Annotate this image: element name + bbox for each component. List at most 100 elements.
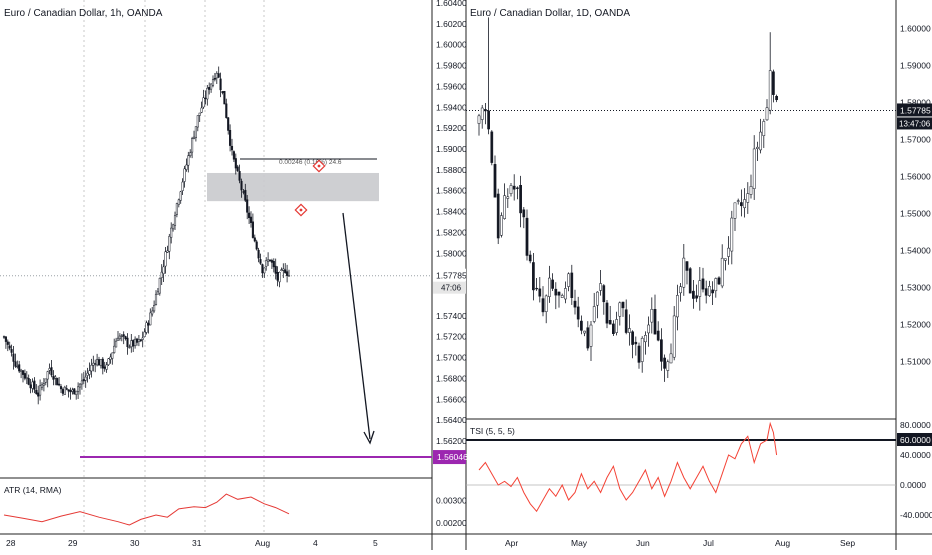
candle-body — [120, 335, 123, 337]
candle-body — [267, 259, 270, 262]
daily-candle-body — [624, 309, 628, 333]
right-time-tick: Apr — [505, 538, 518, 548]
daily-candle-body — [644, 335, 647, 343]
right-price-tick: 1.51000 — [900, 357, 931, 367]
candle-body — [99, 359, 102, 366]
left-price-tick: 1.59600 — [436, 81, 467, 91]
daily-candle-body — [589, 324, 593, 347]
candle-body — [82, 379, 85, 382]
candle-body — [255, 241, 258, 250]
candle-body — [230, 145, 234, 151]
daily-candle-body — [756, 146, 759, 149]
target-price-label: 1.56046 — [437, 452, 468, 462]
candle-body — [156, 291, 159, 295]
right-time-tick: May — [571, 538, 588, 548]
candle-body — [219, 78, 222, 91]
left-time-tick: 29 — [68, 538, 78, 548]
candle-body — [143, 331, 146, 337]
daily-candle-body — [640, 337, 644, 362]
left-price-tick: 1.60000 — [436, 40, 467, 50]
candle-body — [274, 265, 277, 274]
daily-candle-body — [669, 353, 673, 364]
daily-candle-body — [548, 277, 551, 297]
daily-candle-body — [746, 193, 750, 203]
daily-candle-body — [688, 268, 692, 294]
daily-candle-body — [496, 193, 500, 239]
daily-candle-body — [708, 286, 711, 296]
candle-body — [208, 87, 211, 90]
candle-body — [227, 117, 230, 131]
candle-body — [126, 337, 129, 348]
candle-body — [210, 83, 213, 90]
daily-candle-body — [653, 309, 657, 335]
candle-body — [107, 358, 110, 365]
candle-body — [268, 259, 272, 262]
candle-body — [232, 151, 235, 160]
tsi-tick: 0.0000 — [900, 480, 926, 490]
right-price-tick: 1.57000 — [900, 135, 931, 145]
tsi-level-label: 60.0000 — [900, 435, 931, 445]
daily-candle-body — [560, 295, 564, 298]
left-price-tick: 1.58000 — [436, 248, 467, 258]
candle-body — [242, 191, 245, 193]
daily-candle-body — [532, 262, 535, 291]
daily-candle-body — [538, 288, 542, 297]
candle-body — [179, 191, 182, 201]
daily-candle-body — [660, 339, 663, 362]
left-price-tick: 1.59800 — [436, 61, 467, 71]
daily-candle-body — [765, 107, 769, 121]
right-price-tick: 1.55000 — [900, 209, 931, 219]
daily-candle-body — [551, 279, 554, 289]
daily-candle-body — [698, 280, 702, 297]
daily-candle-body — [580, 320, 583, 331]
candle-body — [168, 236, 171, 252]
candle-body — [4, 336, 7, 342]
daily-candle-body — [528, 254, 532, 262]
atr-tick: 0.00200 — [436, 518, 467, 528]
right-countdown-tag — [897, 117, 932, 130]
right-chart-title: Euro / Canadian Dollar, 1D, OANDA — [470, 8, 630, 19]
right-price-tick: 1.52000 — [900, 320, 931, 330]
candle-body — [20, 369, 23, 372]
candle-body — [249, 216, 253, 223]
candle-body — [164, 251, 167, 267]
left-price-tick: 1.56200 — [436, 436, 467, 446]
right-price-tick: 1.58000 — [900, 98, 931, 108]
daily-candle-body — [631, 331, 634, 345]
left-price-tick: 1.56400 — [436, 415, 467, 425]
daily-candle-body — [676, 295, 679, 318]
right-current-price-label: 1.57785 — [900, 105, 931, 115]
candle-body — [272, 261, 275, 268]
right-countdown: 13:47:06 — [899, 119, 931, 128]
right-price-tick: 1.60000 — [900, 24, 931, 34]
daily-candle-body — [628, 328, 631, 333]
daily-candle-body — [570, 272, 574, 298]
daily-candle-body — [743, 199, 746, 209]
left-price-tick: 1.59200 — [436, 123, 467, 133]
candle-body — [113, 345, 116, 353]
candle-body — [90, 364, 93, 372]
candle-body — [139, 339, 142, 342]
marker-icon — [312, 159, 326, 173]
candle-body — [200, 107, 203, 113]
candle-body — [77, 386, 80, 392]
candle-body — [130, 340, 133, 348]
candle-body — [92, 362, 95, 366]
daily-candle-body — [596, 291, 599, 306]
candle-body — [253, 237, 256, 242]
candle-body — [196, 115, 199, 128]
candle-body — [56, 378, 59, 386]
daily-candle-body — [490, 131, 494, 163]
daily-candle-body — [762, 121, 766, 136]
daily-candle-body — [484, 109, 487, 112]
candle-body — [58, 383, 61, 386]
right-price-tick: 1.59000 — [900, 61, 931, 71]
candle-body — [12, 353, 15, 362]
candle-body — [31, 381, 34, 389]
daily-candle-body — [672, 315, 676, 358]
daily-candle-body — [500, 215, 503, 236]
daily-candle-body — [541, 298, 545, 313]
daily-candle-body — [656, 330, 660, 341]
left-price-tick: 1.58600 — [436, 186, 467, 196]
